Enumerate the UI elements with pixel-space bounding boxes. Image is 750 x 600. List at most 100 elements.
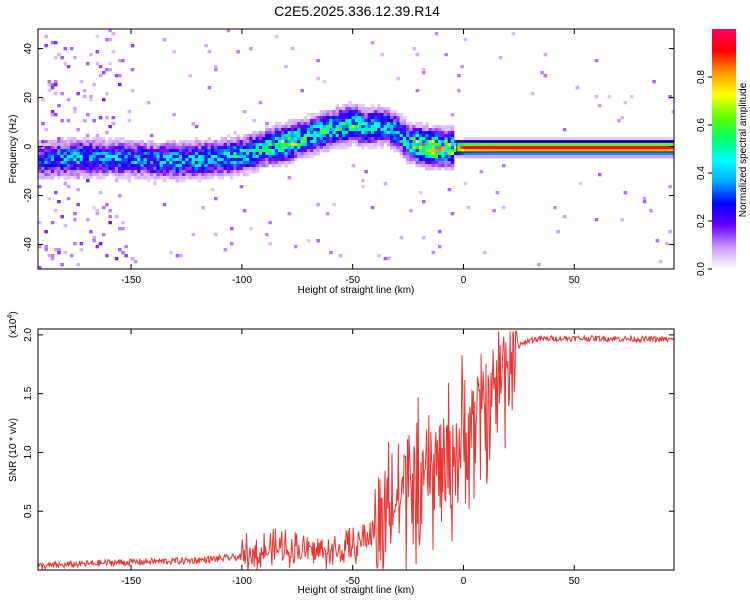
spectrogram-cell <box>332 146 336 150</box>
spectrogram-cell <box>159 155 164 159</box>
spectrogram-cell <box>47 146 52 150</box>
spectrogram-cell <box>198 158 202 162</box>
spectrogram-cell <box>402 140 407 144</box>
spectrogram-cell <box>390 125 394 129</box>
spectrogram-cell <box>271 146 276 150</box>
spectrogram-cell <box>233 170 237 174</box>
spectrogram-cell <box>594 59 599 63</box>
spectrogram-cell <box>118 167 122 171</box>
spectrogram-cell <box>230 167 234 171</box>
spectrogram-cell <box>354 125 359 129</box>
spectrogram-cell <box>630 143 634 147</box>
spectrogram-cell <box>217 146 221 150</box>
spectrogram-cell <box>367 122 372 126</box>
spectrogram-cell <box>338 119 343 123</box>
spectrogram-cell <box>534 137 538 141</box>
spectrogram-cell <box>614 149 618 153</box>
spectrogram-cell <box>162 176 167 180</box>
spectrogram-cell <box>482 137 487 141</box>
spectrogram-cell <box>66 173 71 177</box>
spectrogram-cell <box>175 254 180 258</box>
spectrogram-cell <box>130 140 135 144</box>
spectrogram-cell <box>105 254 109 258</box>
spectrogram-cell <box>438 164 442 168</box>
spectrogram-cell <box>191 152 196 156</box>
spectrogram-cell <box>358 119 362 123</box>
spectrogram-cell <box>105 164 109 168</box>
spectrogram-cell <box>438 161 442 165</box>
spectrogram-cell <box>367 131 372 135</box>
spectrogram-cell <box>354 131 359 135</box>
spectrogram-cell <box>329 119 333 123</box>
spectrogram-cell <box>377 134 381 138</box>
spectrogram-cell <box>342 119 346 123</box>
spectrogram-cell <box>614 140 618 144</box>
spectrogram-cell <box>255 167 260 171</box>
spectrogram-cell <box>70 164 74 168</box>
spectrogram-cell <box>50 86 55 90</box>
spectrogram-cell <box>460 152 464 156</box>
spectrogram-cell <box>166 158 170 162</box>
spectrogram-cell <box>438 149 442 153</box>
spectrogram-cell <box>233 140 237 144</box>
spectrogram-cell <box>217 143 221 147</box>
spectrogram-cell <box>447 125 452 129</box>
spectrogram-cell <box>402 131 407 135</box>
spectrogram-cell <box>204 170 208 174</box>
spectrogram-cell <box>335 131 340 135</box>
spectrogram-cell <box>335 116 340 120</box>
spectrogram-cell <box>594 137 599 141</box>
spectrogram-cell <box>268 158 272 162</box>
spectrogram-cell <box>201 158 205 162</box>
spectrogram-cell <box>306 137 311 141</box>
spectrogram-cell <box>610 143 615 147</box>
spectrogram-cell <box>63 47 68 51</box>
spectrogram-cell <box>594 146 599 150</box>
spectrogram-cell <box>76 149 80 153</box>
spectrogram-cell <box>470 155 474 159</box>
spectrogram-cell <box>361 128 365 132</box>
spectrogram-cell <box>73 143 77 147</box>
spectrogram-cell <box>604 146 608 150</box>
spectrogram-cell <box>54 158 58 162</box>
spectrogram-cell <box>294 128 298 132</box>
spectrogram-cell <box>207 161 212 165</box>
spectrogram-cell <box>447 137 452 141</box>
spectrogram-cell <box>63 158 68 162</box>
spectrogram-cell <box>130 149 135 153</box>
spectrogram-cell <box>642 137 647 141</box>
spectrogram-cell <box>204 149 208 153</box>
spectrogram-cell <box>124 167 128 171</box>
spectrogram-cell <box>271 137 276 141</box>
spectrogram-cell <box>342 107 346 111</box>
spectrogram-cell <box>207 155 212 159</box>
spectrogram-cell <box>502 155 506 159</box>
spectrogram-cell <box>303 119 308 123</box>
spectrogram-cell <box>489 155 493 159</box>
spectrogram-cell <box>466 155 471 159</box>
spectrogram-cell <box>358 110 362 114</box>
spectrogram-cell <box>412 134 416 138</box>
spectrogram-cell <box>271 125 276 129</box>
spectrogram-cell <box>438 128 442 132</box>
spectrogram-cell <box>121 59 125 63</box>
spectrogram-cell <box>572 140 576 144</box>
spectrogram-cell <box>239 161 244 165</box>
spectrogram-cell <box>153 161 157 165</box>
spectrogram-cell <box>380 140 384 144</box>
spectrogram-cell <box>236 155 240 159</box>
spectrogram-cell <box>582 137 586 141</box>
spectrogram-cell <box>175 179 180 183</box>
spectrogram-cell <box>156 158 160 162</box>
spectrogram-cell <box>345 137 349 141</box>
spectrogram-cell <box>406 140 410 144</box>
spectrogram-cell <box>588 137 592 141</box>
spectrogram-cell <box>159 158 164 162</box>
spectrogram-cell <box>303 149 308 153</box>
spectrogram-cell <box>121 227 125 231</box>
spectrogram-cell <box>358 107 362 111</box>
spectrogram-cell <box>569 140 573 144</box>
spectrogram-cell <box>63 155 68 159</box>
spectrogram-cell <box>188 173 192 177</box>
